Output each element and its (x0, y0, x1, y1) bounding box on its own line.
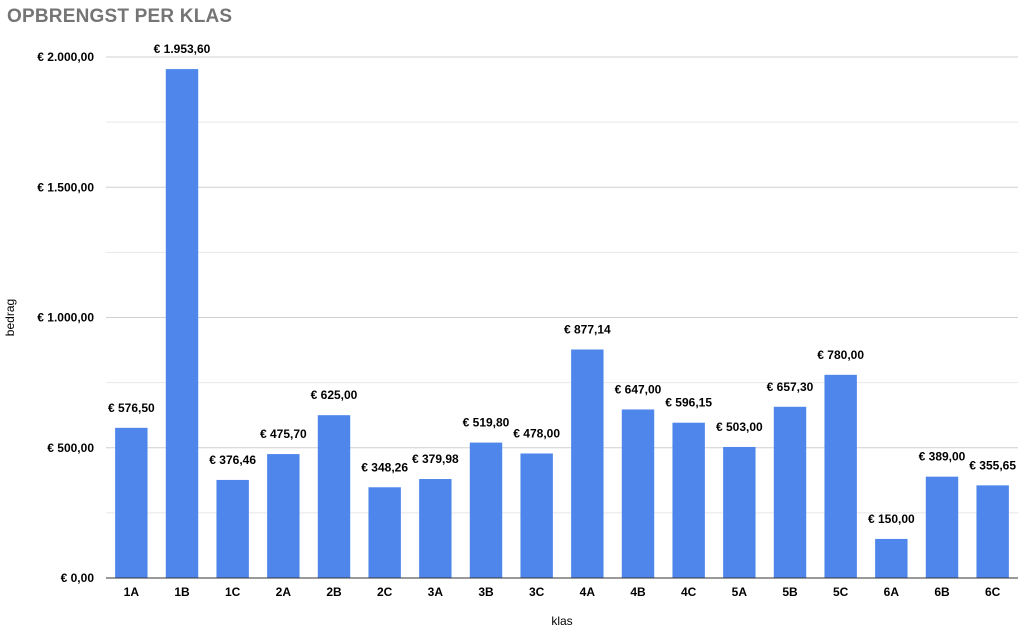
x-tick-label-3A: 3A (428, 585, 444, 599)
x-tick-label-5A: 5A (732, 585, 748, 599)
x-tick-label-2A: 2A (276, 585, 292, 599)
x-tick-label-5B: 5B (782, 585, 798, 599)
bar-6C (976, 485, 1009, 578)
data-label-1B: € 1.953,60 (154, 42, 211, 56)
bar-5C (824, 374, 857, 578)
data-label-3C: € 478,00 (513, 426, 560, 440)
data-label-5B: € 657,30 (767, 380, 814, 394)
data-label-5C: € 780,00 (817, 348, 864, 362)
bar-3C (520, 453, 553, 578)
bar-2A (267, 454, 300, 578)
x-tick-label-1B: 1B (174, 585, 190, 599)
chart-title: OPBRENGST PER KLAS (7, 6, 233, 27)
x-tick-label-6B: 6B (934, 585, 950, 599)
x-tick-label-4B: 4B (630, 585, 646, 599)
x-tick-label-6C: 6C (985, 585, 1001, 599)
data-label-1A: € 576,50 (108, 401, 155, 415)
bar-2B (317, 415, 351, 578)
bar-3B (469, 442, 503, 578)
x-tick-label-1C: 1C (225, 585, 241, 599)
x-axis-ticks: 1A 1B 1C 2A 2B 2C 3A 3B 3C 4A 4B 4C 5A 5B 5C 6A 6B 6C (124, 585, 1001, 599)
data-label-4A: € 877,14 (564, 323, 611, 337)
y-tick-label: € 1.500,00 (37, 180, 94, 194)
data-label-2C: € 348,26 (361, 460, 408, 474)
bar-2C (368, 487, 401, 578)
x-tick-label-3B: 3B (478, 585, 494, 599)
x-tick-label-2C: 2C (377, 585, 393, 599)
x-tick-label-3C: 3C (529, 585, 545, 599)
bar-5B (773, 406, 807, 578)
grid-lines (106, 56, 1018, 514)
bar-1B (165, 69, 199, 579)
data-label-1C: € 376,46 (209, 453, 256, 467)
data-label-3A: € 379,98 (412, 452, 459, 466)
y-axis-title: bedrag (3, 299, 17, 336)
data-label-4B: € 647,00 (615, 382, 662, 396)
bar-1C (216, 479, 249, 578)
data-labels: € 576,50 € 1.953,60 € 376,46 € 475,70 € 625,… (108, 42, 1016, 526)
x-tick-label-2B: 2B (326, 585, 342, 599)
data-label-3B: € 519,80 (463, 416, 510, 430)
x-tick-label-1A: 1A (124, 585, 140, 599)
x-tick-label-4C: 4C (681, 585, 697, 599)
bar-3A (419, 479, 452, 578)
x-tick-label-5C: 5C (833, 585, 849, 599)
data-label-4C: € 596,15 (665, 396, 712, 410)
bar-6B (925, 476, 959, 578)
data-label-2B: € 625,00 (311, 388, 358, 402)
data-label-6C: € 355,65 (969, 458, 1016, 472)
y-tick-label: € 1.000,00 (37, 311, 94, 325)
bar-1A (115, 427, 148, 578)
data-label-6A: € 150,00 (868, 512, 915, 526)
x-axis-title: klas (551, 614, 572, 628)
y-tick-label: € 500,00 (47, 441, 94, 455)
bar-4C (672, 422, 705, 578)
data-label-2A: € 475,70 (260, 427, 307, 441)
bars (115, 69, 1009, 579)
data-label-5A: € 503,00 (716, 420, 763, 434)
bar-4A (571, 349, 604, 578)
data-label-6B: € 389,00 (919, 450, 966, 464)
x-tick-label-4A: 4A (580, 585, 596, 599)
y-tick-label: € 0,00 (61, 571, 95, 585)
x-tick-label-6A: 6A (884, 585, 900, 599)
bar-5A (723, 446, 756, 578)
y-tick-label: € 2.000,00 (37, 50, 94, 64)
bar-6A (875, 538, 908, 578)
bar-4B (621, 409, 655, 578)
y-axis-ticks: € 0,00 € 500,00 € 1.000,00 € 1.500,00 € 2.00… (37, 50, 94, 585)
